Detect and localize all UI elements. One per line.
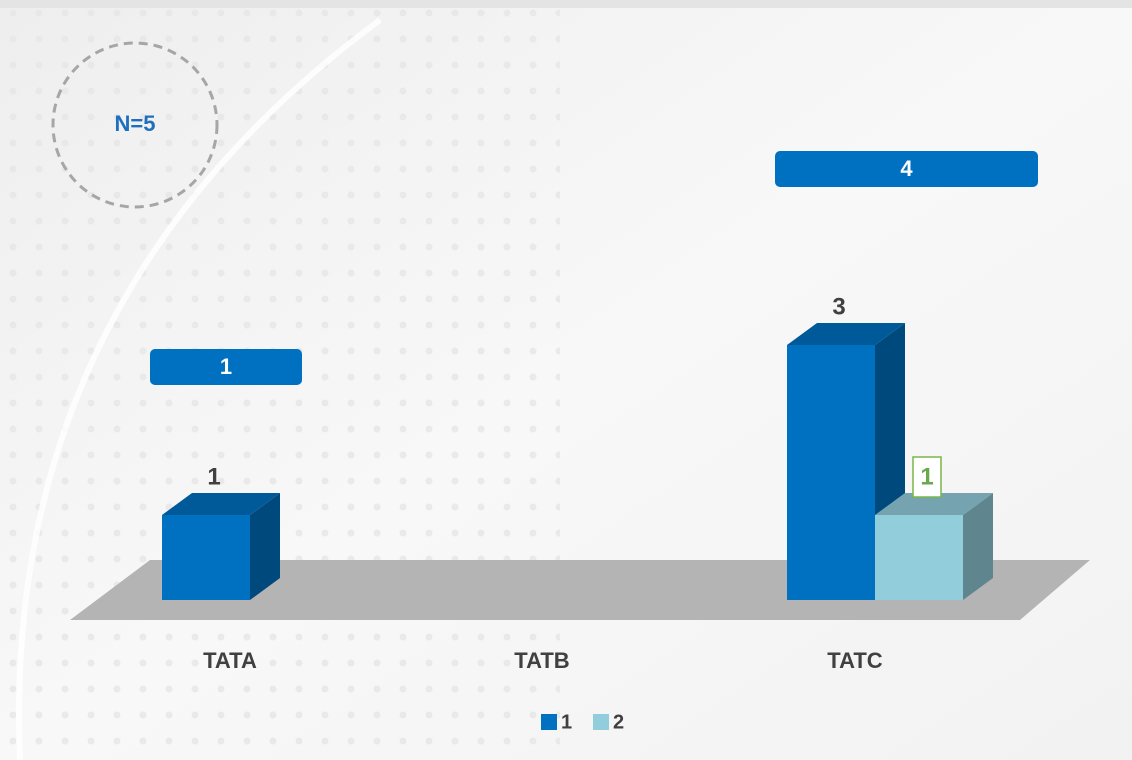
legend-label: 1 (561, 711, 572, 733)
total-label: 1 (220, 354, 232, 379)
total-label: 4 (900, 156, 913, 181)
bar (162, 515, 250, 600)
bar-top (787, 323, 905, 345)
top-band (0, 0, 1132, 8)
total-box (775, 151, 1038, 187)
bar-top (162, 493, 280, 515)
legend-swatch (593, 714, 609, 730)
value-label: 3 (832, 293, 845, 320)
bar-side (963, 493, 993, 600)
bar (875, 515, 963, 600)
value-label: 1 (207, 463, 220, 490)
x-tick-label: TATA (203, 648, 257, 673)
total-box (150, 349, 302, 385)
annotation-circle (51, 41, 219, 209)
bar (787, 345, 875, 600)
background-arc (16, 17, 382, 760)
legend-swatch (541, 714, 557, 730)
value-label-box (912, 456, 942, 498)
x-tick-label: TATB (514, 648, 569, 673)
legend-label: 2 (613, 711, 624, 733)
bar-side (250, 493, 280, 600)
annotation: N=5 (115, 111, 156, 136)
x-tick-label: TATC (827, 648, 882, 673)
bar-top (875, 493, 993, 515)
value-label: 1 (920, 463, 933, 490)
